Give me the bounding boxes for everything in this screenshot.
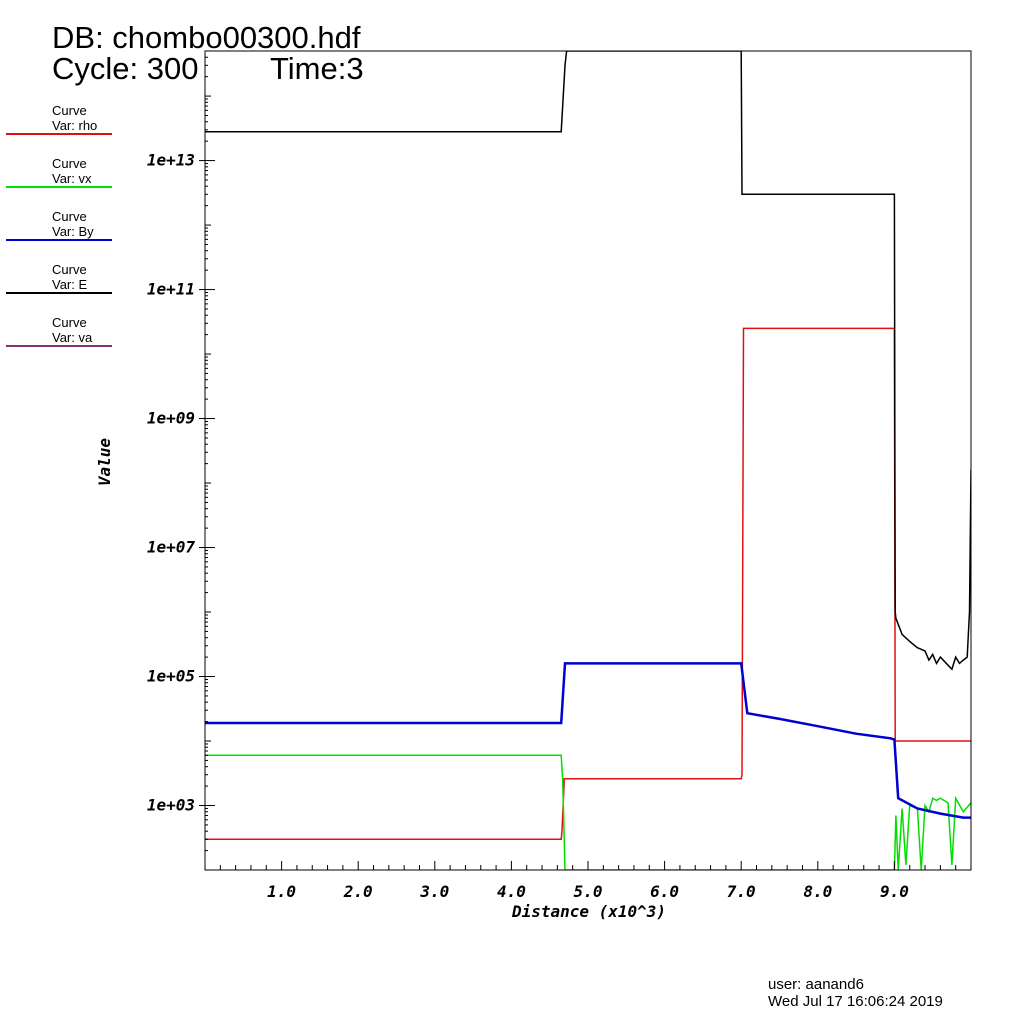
y-ticks: 1e+03 1e+05 1e+07 1e+09 1e+11 1e+13 [147,50,215,871]
legend-item-va: Curve Var: va [6,316,112,356]
legend-curve-label: Curve [52,156,87,171]
x-tick-label: 5.0 [574,882,603,901]
x-axis-label: Distance (x10^3) [511,902,666,921]
legend-swatch [6,292,112,294]
legend-item-by: Curve Var: By [6,210,112,250]
plot-frame [204,50,972,871]
y-tick-label: 1e+11 [147,280,195,299]
x-tick-label: 8.0 [803,882,832,901]
x-tick-label: 6.0 [650,882,679,901]
timestamp-label: Wed Jul 17 16:06:24 2019 [768,993,943,1010]
legend-swatch [6,345,112,347]
x-tick-label: 2.0 [343,882,373,901]
series-line-by [205,662,971,819]
legend-curve-label: Curve [52,262,87,277]
time-label: Time:3 [270,51,364,86]
series-line-e [205,51,971,671]
legend-item-rho: Curve Var: rho [6,104,112,144]
cycle-label: Cycle: 300 [52,51,199,86]
legend-swatch [6,186,112,188]
x-tick-label: 4.0 [497,882,526,901]
x-tick-label: 3.0 [419,882,449,901]
y-tick-label: 1e+09 [147,409,195,428]
y-axis-label: Value [95,438,114,487]
y-tick-label: 1e+05 [147,667,195,686]
x-tick-label: 9.0 [880,882,909,901]
legend-curve-label: Curve [52,103,87,118]
series-line-vx [205,754,971,870]
series-line-rho [205,327,971,840]
legend-curve-label: Curve [52,209,87,224]
legend-var-label: Var: rho [52,118,98,133]
legend-var-label: Var: va [52,330,93,345]
user-label: user: aanand6 [768,976,864,993]
legend-var-label: Var: vx [52,171,92,186]
legend-swatch [6,239,112,241]
y-tick-label: 1e+07 [147,538,196,557]
y-tick-label: 1e+13 [147,151,195,170]
legend-var-label: Var: E [52,277,88,292]
y-tick-label: 1e+03 [147,796,195,815]
legend-item-e: Curve Var: E [6,263,112,303]
x-tick-label: 1.0 [267,882,296,901]
curves-layer [205,51,971,870]
x-ticks: 1.0 2.0 3.0 4.0 5.0 6.0 7.0 8.0 9.0 [219,861,957,901]
legend-var-label: Var: By [52,224,94,239]
database-title: DB: chombo00300.hdf [52,20,361,55]
legend-swatch [6,133,112,135]
legend-item-vx: Curve Var: vx [6,157,112,197]
x-tick-label: 7.0 [727,882,756,901]
legend-curve-label: Curve [52,315,87,330]
